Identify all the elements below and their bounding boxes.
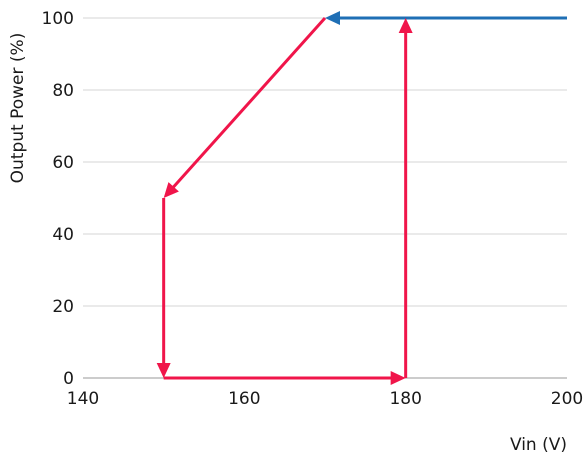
y-tick-label: 20 bbox=[52, 297, 74, 317]
arrowhead bbox=[163, 182, 179, 198]
arrowhead bbox=[398, 18, 413, 33]
x-tick-labels: 140 160 180 200 bbox=[67, 389, 583, 409]
x-tick-label: 180 bbox=[389, 389, 421, 409]
y-tick-label: 40 bbox=[52, 225, 74, 245]
y-tick-label: 80 bbox=[52, 81, 74, 101]
x-axis-label: Vin (V) bbox=[510, 435, 567, 455]
arrowhead bbox=[325, 11, 340, 25]
x-tick-label: 160 bbox=[228, 389, 260, 409]
series-lines bbox=[156, 11, 567, 385]
arrowhead bbox=[390, 371, 406, 385]
y-tick-label: 100 bbox=[42, 9, 74, 29]
arrowhead bbox=[156, 363, 171, 378]
x-tick-label: 140 bbox=[67, 389, 99, 409]
y-tick-labels: 0 20 40 60 80 100 bbox=[42, 9, 74, 389]
x-tick-label: 200 bbox=[551, 389, 583, 409]
y-tick-label: 60 bbox=[52, 153, 74, 173]
y-axis-label: Output Power (%) bbox=[8, 33, 28, 184]
grid-lines bbox=[83, 17, 567, 307]
y-tick-label: 0 bbox=[63, 369, 74, 389]
series-line bbox=[168, 16, 327, 193]
